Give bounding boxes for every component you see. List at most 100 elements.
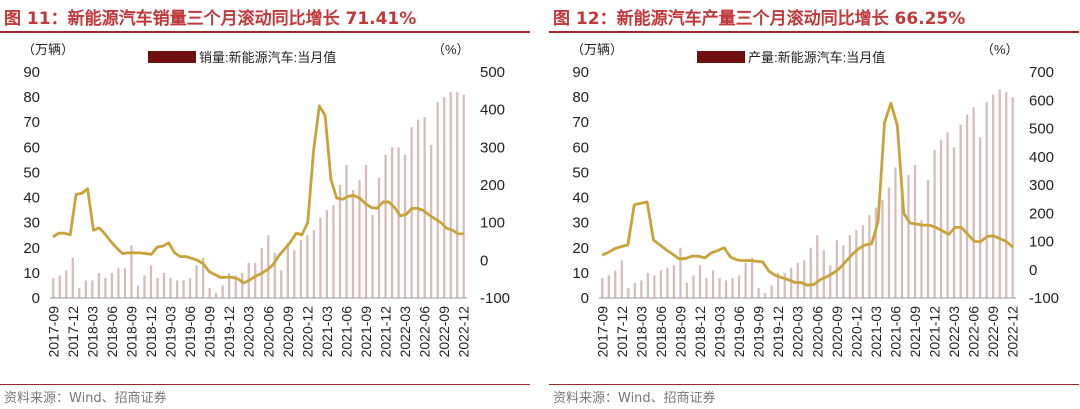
- bar: [123, 267, 127, 298]
- chart-title: 图 11：新能源汽车销量三个月滚动同比增长 71.41%: [4, 9, 417, 29]
- bar: [449, 92, 452, 298]
- right-tick-label: 200: [480, 177, 505, 194]
- left-axis-unit: （万辆）: [22, 42, 74, 57]
- bar: [201, 257, 205, 298]
- right-tick-label: 200: [1029, 205, 1054, 222]
- bar: [338, 185, 342, 298]
- bar: [364, 164, 368, 298]
- bar: [136, 285, 140, 298]
- bar: [319, 217, 322, 298]
- bar: [783, 272, 786, 298]
- bar: [84, 280, 87, 298]
- x-tick-label: 2022-06: [966, 306, 982, 358]
- bar: [731, 277, 734, 298]
- bar: [894, 167, 897, 298]
- right-tick-label: 100: [480, 215, 505, 232]
- bar: [614, 270, 617, 298]
- left-tick-label: 90: [23, 64, 40, 81]
- x-tick-label: 2017-09: [45, 306, 61, 358]
- left-axis: 0 10 20 30 40 50 60 70 80 90: [23, 64, 40, 307]
- bar: [796, 262, 799, 298]
- x-tick-label: 2021-03: [868, 306, 884, 358]
- right-tick-label: 0: [480, 252, 488, 269]
- x-axis: 2017-09 2017-12 2018-03 2018-06 2018-09 2018-…: [45, 306, 471, 358]
- left-tick-label: 40: [572, 190, 589, 207]
- x-tick-label: 2019-12: [770, 306, 786, 358]
- bar: [737, 275, 741, 298]
- x-tick-label: 2019-09: [751, 306, 767, 358]
- bar: [770, 285, 773, 298]
- bar: [900, 187, 904, 298]
- x-tick-label: 2018-03: [633, 306, 649, 358]
- bar: [91, 280, 94, 298]
- bar: [992, 94, 995, 298]
- x-tick-label: 2021-12: [378, 306, 394, 358]
- right-axis: -100 0 100 200 300 400 500: [480, 64, 510, 307]
- left-tick-label: 20: [23, 240, 40, 257]
- bar: [175, 280, 179, 298]
- left-tick-label: 30: [572, 215, 589, 232]
- bar: [443, 97, 446, 298]
- left-axis-unit: （万辆）: [571, 42, 623, 57]
- bar: [195, 265, 198, 298]
- x-tick-label: 2021-09: [358, 306, 374, 358]
- bar: [874, 207, 878, 298]
- left-tick-label: 0: [32, 290, 40, 307]
- bar: [816, 235, 819, 298]
- bar: [985, 102, 988, 298]
- bar: [744, 262, 747, 298]
- bar: [1011, 97, 1014, 298]
- bar: [881, 200, 884, 298]
- bar: [436, 102, 439, 298]
- bar: [254, 262, 257, 298]
- bar: [946, 132, 949, 298]
- bar: [601, 277, 604, 298]
- x-tick-label: 2022-12: [1005, 306, 1021, 358]
- bar: [829, 265, 832, 298]
- bar: [410, 127, 413, 299]
- bar: [280, 270, 283, 298]
- bar: [998, 89, 1001, 298]
- right-axis-unit: （%）: [981, 42, 1019, 57]
- x-tick-label: 2021-06: [887, 306, 903, 358]
- bar: [110, 272, 114, 298]
- bar: [822, 250, 825, 298]
- x-tick-label: 2022-09: [985, 306, 1001, 358]
- bar: [711, 270, 715, 298]
- legend-label: 销量:新能源汽车:当月值: [199, 50, 336, 65]
- x-tick-label: 2020-06: [809, 306, 825, 358]
- bar: [208, 287, 211, 298]
- legend: 产量:新能源汽车:当月值: [697, 50, 885, 65]
- bar: [777, 272, 780, 298]
- chart-panel-production: 图 12：新能源汽车产量三个月滚动同比增长 66.25% 产量:新能源汽车:当月…: [549, 0, 1079, 409]
- bar: [241, 272, 244, 298]
- bar: [97, 272, 101, 298]
- bar: [104, 277, 107, 298]
- bar: [403, 154, 407, 298]
- x-tick-label: 2019-06: [731, 306, 747, 358]
- bar: [718, 277, 721, 298]
- x-tick-label: 2018-12: [143, 306, 159, 358]
- bar: [979, 137, 982, 298]
- bar: [855, 230, 858, 298]
- x-tick-label: 2017-09: [594, 306, 610, 358]
- right-tick-label: 600: [1029, 92, 1054, 109]
- bar: [332, 205, 335, 298]
- sales-chart: 销量:新能源汽车:当月值 （万辆） （%） 0 10 20 30 40 50 60 70 80 90 -1…: [22, 42, 510, 358]
- right-axis: -100 0 100 200 300 400 500 600 700: [1029, 64, 1059, 307]
- bar: [306, 235, 309, 298]
- left-tick-label: 80: [572, 89, 589, 106]
- right-tick-label: -100: [1029, 290, 1059, 307]
- bar: [679, 247, 682, 298]
- left-tick-label: 10: [572, 265, 589, 282]
- x-tick-label: 2021-12: [927, 306, 943, 358]
- bar: [672, 265, 676, 298]
- bar: [299, 240, 302, 298]
- bar: [959, 124, 962, 298]
- bar: [848, 235, 851, 298]
- x-tick-label: 2019-06: [182, 306, 198, 358]
- x-tick-label: 2019-09: [202, 306, 218, 358]
- right-tick-label: 700: [1029, 64, 1054, 81]
- yoy-line: [601, 101, 1014, 287]
- bar: [312, 230, 316, 298]
